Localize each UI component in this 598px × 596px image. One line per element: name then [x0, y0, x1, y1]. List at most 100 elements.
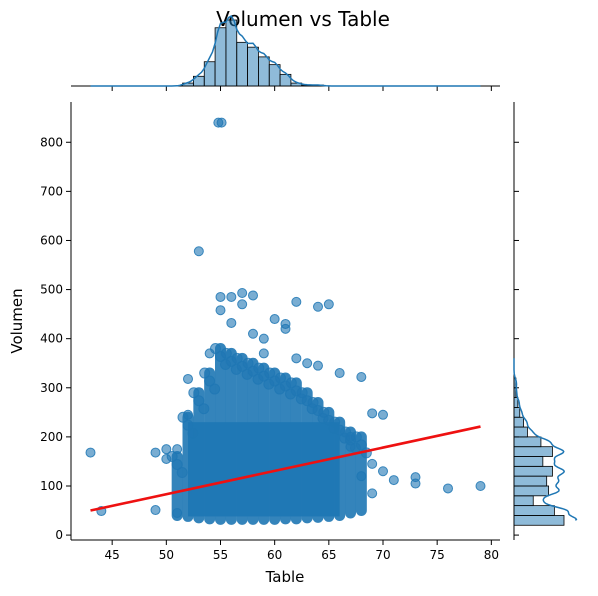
x-tick-label: 55: [213, 548, 228, 562]
scatter-point: [172, 507, 183, 518]
regression-line: [90, 425, 481, 512]
scatter-point: [275, 372, 286, 384]
scatter-point: [161, 453, 172, 464]
scatter-point: [443, 483, 453, 494]
scatter-point: [215, 305, 226, 316]
scatter-point: [204, 375, 216, 387]
scatter-point: [280, 323, 291, 334]
scatter-point: [172, 444, 183, 455]
scatter-point: [323, 299, 334, 310]
x-tick-label: 80: [484, 548, 499, 562]
scatter-point: [355, 439, 367, 451]
marginal-x-bar: [247, 46, 259, 87]
marginal-y-bar: [513, 505, 555, 516]
scatter-point: [231, 352, 243, 364]
y-tick-label: 600: [40, 233, 63, 247]
x-tick-label: 65: [321, 548, 336, 562]
scatter-point: [85, 447, 96, 458]
marginal-y-kde: [513, 358, 578, 521]
scatter-point: [388, 475, 399, 486]
scatter-point: [248, 290, 258, 301]
marginal-y-bar: [513, 407, 521, 418]
scatter-point: [226, 291, 237, 302]
scatter-point: [258, 348, 269, 359]
scatter-point: [199, 367, 211, 379]
scatter-point: [183, 373, 193, 384]
marginal-y-bar: [513, 397, 519, 408]
x-ticks: 45 50 55 60 65 70 75 80: [105, 540, 499, 562]
y-tick-label: 800: [40, 135, 63, 149]
x-axis-label: Table: [265, 568, 305, 586]
scatter-point: [318, 406, 330, 418]
scatter-point: [183, 409, 193, 420]
scatter-point: [285, 377, 297, 389]
marginal-x-bar: [225, 19, 238, 87]
scatter-point: [264, 367, 276, 379]
scatter-point: [302, 358, 313, 369]
x-tick-label: 50: [159, 548, 174, 562]
marginal-x-bar: [236, 41, 248, 87]
marginal-y-bar: [513, 426, 528, 438]
scatter-point: [242, 357, 254, 369]
marginal-y-bar: [513, 416, 525, 428]
chart-title: Volumen vs Table: [216, 7, 390, 31]
y-ticks: 0 100 200 300 400 500 600 700 800: [40, 135, 71, 542]
x-tick-label: 70: [375, 548, 390, 562]
marginal-x-histogram: [71, 14, 500, 91]
scatter-point: [296, 387, 308, 399]
scatter-point: [248, 328, 258, 339]
marginal-y-bar: [513, 446, 553, 457]
scatter-point: [204, 348, 215, 359]
scatter-point: [345, 431, 356, 442]
scatter-point: [237, 299, 248, 310]
scatter-point: [378, 409, 388, 420]
marginal-y-bar: [513, 475, 548, 487]
scatter-point: [150, 447, 161, 458]
marginal-x-bar: [279, 73, 292, 87]
y-tick-label: 400: [40, 332, 63, 346]
y-tick-label: 300: [40, 381, 63, 395]
marginal-y-histogram: [513, 102, 578, 540]
scatter-point: [150, 505, 161, 516]
scatter-point: [334, 368, 345, 379]
marginal-y-bar: [513, 485, 550, 497]
scatter-point: [367, 408, 378, 419]
scatter-point: [193, 395, 205, 407]
marginal-x-bar: [258, 56, 270, 87]
scatter-point: [313, 301, 323, 312]
scatter-point: [220, 347, 232, 359]
scatter-point: [269, 314, 280, 325]
scatter-point: [171, 459, 183, 471]
scatter-point: [410, 478, 421, 489]
scatter-points: [85, 117, 486, 518]
scatter-point: [161, 444, 172, 455]
y-tick-label: 700: [40, 184, 63, 198]
y-tick-label: 0: [55, 528, 63, 542]
scatter-point: [253, 362, 265, 374]
scatter-point: [226, 317, 237, 328]
marginal-y-bar: [513, 495, 534, 507]
scatter-point: [313, 360, 323, 371]
scatter-point: [258, 333, 269, 344]
scatter-point: [367, 488, 378, 499]
scatter-point: [345, 441, 356, 452]
scatter-point: [237, 288, 248, 299]
x-tick-label: 60: [267, 548, 282, 562]
scatter-point: [475, 480, 486, 491]
scatter-point: [378, 466, 388, 477]
scatter-point: [291, 353, 302, 364]
scatter-point: [307, 397, 319, 409]
dense-point-cloud: [188, 422, 340, 517]
scatter-point: [356, 471, 367, 482]
scatter-point: [215, 291, 226, 302]
regression-line-group: [90, 425, 481, 512]
y-tick-label: 500: [40, 283, 63, 297]
marginal-y-bar: [513, 465, 553, 477]
scatter-point: [193, 246, 204, 257]
y-tick-label: 200: [40, 430, 63, 444]
x-tick-label: 75: [430, 548, 445, 562]
scatter-point: [188, 387, 200, 399]
scatter-point: [367, 458, 378, 469]
y-axis-label: Volumen: [8, 288, 26, 353]
